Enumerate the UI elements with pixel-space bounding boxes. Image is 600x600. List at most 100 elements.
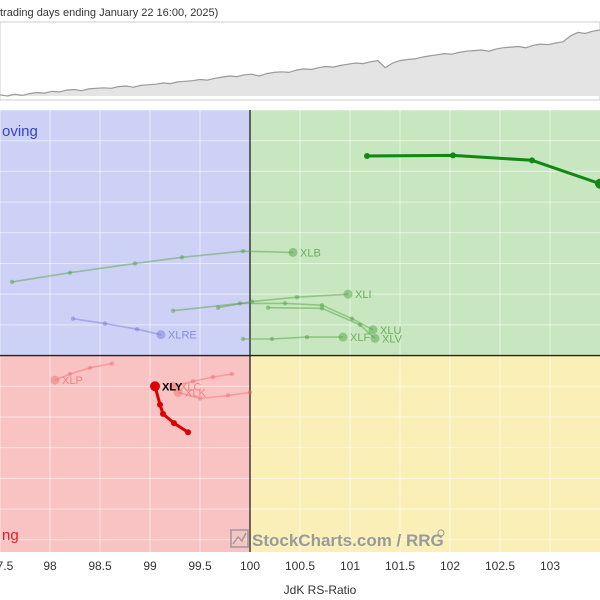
tail-point[interactable] (225, 393, 231, 398)
tail-point[interactable] (294, 295, 300, 300)
x-tick-label: 98 (43, 559, 57, 573)
tail-xlre: XLRE (70, 316, 197, 342)
tail-point[interactable] (247, 390, 253, 395)
tail-top-sector (364, 152, 600, 189)
tail-xlk: XLK (173, 387, 253, 401)
x-tick-label: 103 (540, 559, 560, 573)
tail-point[interactable] (249, 299, 255, 304)
quadrant-weakening (250, 355, 600, 552)
x-tick-label: 102.5 (485, 559, 515, 573)
tail-head-point[interactable] (173, 387, 183, 397)
benchmark-line (0, 29, 600, 97)
tail-point[interactable] (132, 261, 138, 266)
tail-point[interactable] (269, 336, 275, 342)
tail-head-point[interactable] (595, 178, 600, 189)
tail-head-point[interactable] (150, 381, 160, 392)
x-tick-label: 100 (240, 559, 260, 573)
tail-point[interactable] (450, 152, 456, 159)
symbol-label: XLC (180, 381, 201, 393)
tail-point[interactable] (67, 270, 73, 275)
tail-point[interactable] (179, 255, 185, 260)
tail-point[interactable] (240, 248, 246, 254)
tail-point[interactable] (215, 305, 221, 310)
tail-line (366, 153, 600, 186)
x-tick-label: 7.5 (0, 559, 14, 573)
tail-point[interactable] (229, 371, 235, 377)
tail-point[interactable] (319, 303, 325, 308)
benchmark-price-panel (0, 21, 600, 101)
quadrant-label-improving: oving (2, 123, 38, 140)
quadrant-label-lagging: ng (2, 527, 19, 544)
tail-point[interactable] (171, 420, 177, 427)
x-tick-label: 100.5 (285, 559, 315, 573)
tail-point[interactable] (349, 316, 355, 321)
tail-point[interactable] (240, 336, 246, 342)
symbol-label: XLB (300, 247, 321, 259)
x-axis: 7.5 98 98.5 99 99.5 100 100.5 101 101.5 102 102.5 1… (0, 559, 560, 573)
x-tick-label: 101 (340, 559, 360, 573)
tail-head-point[interactable] (156, 330, 166, 340)
tail-line (72, 317, 162, 336)
tail-line (177, 391, 251, 400)
tail-point[interactable] (357, 322, 363, 328)
tail-point[interactable] (87, 365, 93, 371)
tail-line (217, 293, 349, 309)
tail-xlf: XLF (240, 332, 370, 344)
tail-head-point[interactable] (370, 333, 380, 343)
tail-point[interactable] (304, 334, 310, 340)
tail-head-point[interactable] (288, 247, 298, 257)
tail-point[interactable] (9, 279, 15, 285)
tail-point[interactable] (109, 361, 115, 366)
x-tick-label: 99.5 (188, 559, 212, 573)
chart-header-text: trading days ending January 22 16:00, 20… (0, 7, 218, 19)
symbol-label: XLY (162, 381, 183, 393)
tail-point[interactable] (170, 308, 176, 313)
symbol-label: XLU (380, 325, 401, 337)
tail-point[interactable] (185, 429, 191, 436)
tail-point[interactable] (319, 306, 325, 311)
tail-point[interactable] (157, 401, 163, 408)
quadrant-lagging (0, 355, 250, 552)
tail-head-point[interactable] (168, 381, 178, 391)
tail-head-point[interactable] (343, 289, 353, 299)
tail-head-point[interactable] (368, 325, 378, 335)
symbol-label: XLI (355, 289, 372, 301)
tail-line (54, 362, 113, 381)
stockcharts-watermark: StockCharts.com / RRG (230, 529, 445, 550)
tail-point[interactable] (210, 374, 216, 380)
tail-head-point[interactable] (50, 375, 60, 385)
tail-xly: XLY (150, 381, 191, 436)
watermark-text: StockCharts.com / RRG (252, 531, 444, 550)
x-tick-label: 98.5 (88, 559, 112, 573)
x-axis-title: JdK RS-Ratio (284, 583, 357, 597)
tail-point[interactable] (190, 379, 196, 384)
symbol-label: XLV (382, 333, 403, 345)
tail-head-point[interactable] (338, 332, 348, 342)
symbol-label: XLRE (168, 330, 197, 342)
watermark-logo-icon-line (232, 532, 247, 545)
symbol-label: XLP (62, 375, 83, 387)
tail-xlc: XLC (168, 371, 235, 393)
tail-point[interactable] (67, 371, 73, 377)
grid-lines (0, 109, 600, 552)
tail-point[interactable] (134, 326, 140, 332)
x-tick-label: 101.5 (385, 559, 415, 573)
watermark-logo-icon (230, 529, 249, 548)
tail-point[interactable] (197, 396, 203, 401)
x-tick-label: 102 (440, 559, 460, 573)
benchmark-area (0, 30, 600, 96)
tail-point[interactable] (265, 305, 271, 310)
tail-point[interactable] (70, 316, 76, 321)
tail-point[interactable] (237, 301, 243, 306)
tail-point[interactable] (529, 157, 535, 164)
tail-line (267, 306, 376, 339)
tail-point[interactable] (364, 153, 370, 160)
tail-point[interactable] (282, 301, 288, 306)
tail-point[interactable] (160, 410, 166, 417)
tail-point[interactable] (102, 321, 108, 326)
tail-xlu: XLU (170, 301, 401, 337)
tail-line (243, 336, 343, 340)
tail-line (11, 250, 294, 283)
